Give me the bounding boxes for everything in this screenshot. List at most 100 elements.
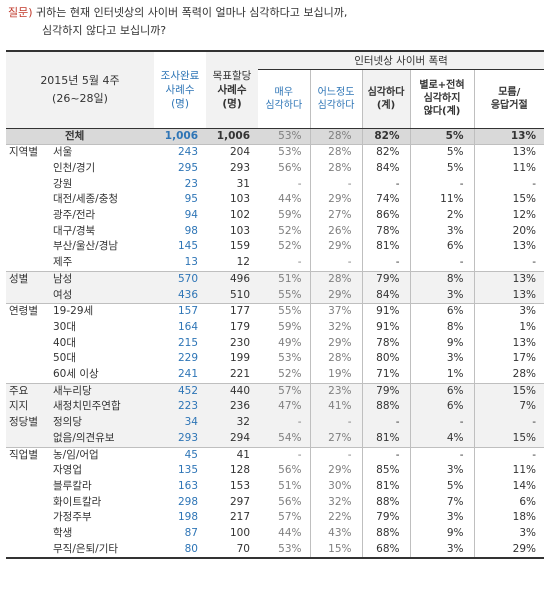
not-serious-cell: 6% bbox=[409, 399, 474, 416]
very-serious-cell: 44% bbox=[278, 527, 302, 540]
target-l1: 목표할당 bbox=[212, 69, 252, 82]
not-serious-cell: 3% bbox=[409, 510, 474, 527]
not-serious-cell: 5% bbox=[409, 160, 474, 177]
not-serious-cell: 3% bbox=[409, 541, 474, 560]
dont-know-cell: 12% bbox=[473, 208, 544, 224]
survey-count-cell: 94 bbox=[184, 209, 198, 222]
not-serious-cell: - bbox=[409, 446, 474, 464]
subgroup-label: 새누리당 bbox=[53, 384, 92, 397]
dont-know-cell: 14% bbox=[473, 478, 544, 495]
row-label: 화이트칼라 bbox=[6, 495, 154, 511]
target-count-cell: 32 bbox=[206, 415, 258, 431]
survey-count-cell: 164 bbox=[177, 320, 198, 333]
not-serious-cell: 1% bbox=[409, 367, 474, 384]
table-row: 30대 164 179 59% 32% 91% 8% 1% bbox=[6, 319, 544, 336]
row-label: 블루칼라 bbox=[6, 479, 154, 495]
table-row: 대전/세종/충청 95 103 44% 29% 74% 11% 15% bbox=[6, 192, 544, 209]
not-serious-cell: 2% bbox=[409, 208, 474, 224]
target-header: 목표할당 사례수 (명) bbox=[206, 50, 258, 128]
date-line2: (26~28일) bbox=[52, 91, 108, 105]
table-row: 여성 436 510 55% 29% 84% 3% 13% bbox=[6, 287, 544, 304]
survey-count-cell: 23 bbox=[184, 177, 198, 190]
not-serious-cell: - bbox=[409, 415, 474, 431]
survey-complete-header: 조사완료 사례수 (명) bbox=[154, 50, 206, 128]
target-count-cell: 294 bbox=[206, 430, 258, 448]
target-count-cell: 153 bbox=[229, 479, 250, 492]
subgroup-label: 50대 bbox=[53, 352, 77, 365]
subgroup-label: 블루칼라 bbox=[53, 479, 92, 492]
col-very-header: 매우 심각하다 bbox=[258, 70, 310, 128]
subgroup-label: 대전/세종/충청 bbox=[53, 193, 119, 206]
table-row: 60세 이상 241 221 52% 19% 71% 1% 28% bbox=[6, 367, 544, 384]
col-not-l3: 않다(계) bbox=[423, 106, 461, 118]
very-serious-cell: 56% bbox=[278, 464, 302, 477]
serious-total-cell: 79% bbox=[361, 510, 410, 527]
survey-count-cell: 135 bbox=[177, 464, 198, 477]
category-label: 주요 bbox=[9, 384, 29, 397]
target-count-cell: 102 bbox=[229, 209, 250, 222]
somewhat-serious-cell: 28% bbox=[309, 128, 362, 145]
dont-know-cell: 7% bbox=[473, 399, 544, 416]
table-row: 인천/경기 295 293 56% 28% 84% 5% 11% bbox=[6, 160, 544, 177]
table-body: 전체 1,006 1,006 53% 28% 82% 5% 13% 지역별 서울 243 204 53%… bbox=[6, 128, 544, 560]
not-serious-cell: 4% bbox=[409, 430, 474, 448]
target-count-cell: 297 bbox=[229, 495, 250, 508]
col-not-l1: 별로+전혀 bbox=[419, 80, 465, 92]
row-label: 제주 bbox=[6, 255, 154, 271]
subgroup-label: 대구/경북 bbox=[53, 224, 96, 237]
row-label: 전체 bbox=[6, 128, 154, 145]
target-count-cell: 179 bbox=[229, 320, 250, 333]
row-label: 60세 이상 bbox=[6, 367, 154, 383]
col-very-l1: 매우 bbox=[274, 86, 293, 98]
very-serious-cell: 52% bbox=[278, 224, 302, 237]
survey-count-cell: 229 bbox=[177, 352, 198, 365]
target-count-cell: 510 bbox=[206, 287, 258, 304]
very-serious-cell: 57% bbox=[258, 382, 310, 400]
row-label: 광주/전라 bbox=[6, 208, 154, 224]
target-count-cell: 236 bbox=[206, 399, 258, 416]
question: 질문) 귀하는 현재 인터넷상의 사이버 폭력이 얼마나 심각하다고 보십니까,… bbox=[8, 4, 546, 40]
dont-know-cell: 13% bbox=[473, 287, 544, 304]
table-row: 자영업 135 128 56% 29% 85% 3% 11% bbox=[6, 463, 544, 479]
somewhat-serious-cell: 29% bbox=[309, 239, 362, 256]
date-line1: 2015년 5월 4주 bbox=[40, 73, 120, 87]
target-count-cell: 103 bbox=[229, 193, 250, 206]
row-label: 무직/은퇴/기타 bbox=[6, 541, 154, 560]
very-serious-cell: - bbox=[258, 446, 310, 464]
question-line1: 질문) 귀하는 현재 인터넷상의 사이버 폭력이 얼마나 심각하다고 보십니까, bbox=[8, 4, 546, 22]
very-serious-cell: 47% bbox=[258, 399, 310, 416]
table-row: 대구/경북 98 103 52% 26% 78% 3% 20% bbox=[6, 223, 544, 240]
target-count-cell: 1,006 bbox=[206, 128, 258, 145]
subgroup-label: 무직/은퇴/기타 bbox=[53, 542, 119, 555]
very-serious-cell: - bbox=[297, 256, 302, 269]
subgroup-label: 부산/울산/경남 bbox=[53, 240, 119, 253]
row-label: 없음/의견유보 bbox=[6, 430, 154, 448]
target-count-cell: 159 bbox=[229, 240, 250, 253]
survey-count-cell: 436 bbox=[154, 287, 206, 304]
col-dk-l1: 모름/ bbox=[498, 86, 521, 98]
subgroup-label: 새정치민주연합 bbox=[53, 400, 121, 413]
col-some-l2: 심각하다 bbox=[317, 99, 355, 111]
survey-count-cell: 215 bbox=[177, 336, 198, 349]
table-row: 주요 새누리당 452 440 57% 23% 79% 6% 15% bbox=[6, 382, 544, 400]
subgroup-label: 강원 bbox=[53, 177, 73, 190]
serious-total-cell: 86% bbox=[361, 208, 410, 224]
not-serious-cell: - bbox=[409, 176, 474, 193]
dont-know-cell: - bbox=[473, 255, 544, 272]
serious-total-cell: - bbox=[361, 415, 410, 431]
table-row: 부산/울산/경남 145 159 52% 29% 81% 6% 13% bbox=[6, 239, 544, 256]
somewhat-serious-cell: - bbox=[309, 176, 362, 193]
survey-complete-l2: 사례수 bbox=[165, 83, 195, 96]
not-serious-cell: 6% bbox=[409, 303, 474, 320]
table-row: 정당별 정의당 34 32- - - - - bbox=[6, 415, 544, 431]
row-label: 지지 새정치민주연합 bbox=[6, 399, 154, 416]
target-count-cell: 217 bbox=[229, 511, 250, 524]
not-serious-cell: 3% bbox=[409, 223, 474, 240]
serious-total-cell: 80% bbox=[361, 351, 410, 368]
not-serious-cell: 6% bbox=[409, 239, 474, 256]
very-serious-cell: 53% bbox=[258, 541, 310, 560]
subgroup-label: 농/임/어업 bbox=[53, 448, 99, 461]
row-label: 성별 남성 bbox=[6, 270, 154, 288]
not-serious-cell: 8% bbox=[409, 270, 474, 288]
date-header: 2015년 5월 4주 (26~28일) bbox=[6, 50, 154, 128]
